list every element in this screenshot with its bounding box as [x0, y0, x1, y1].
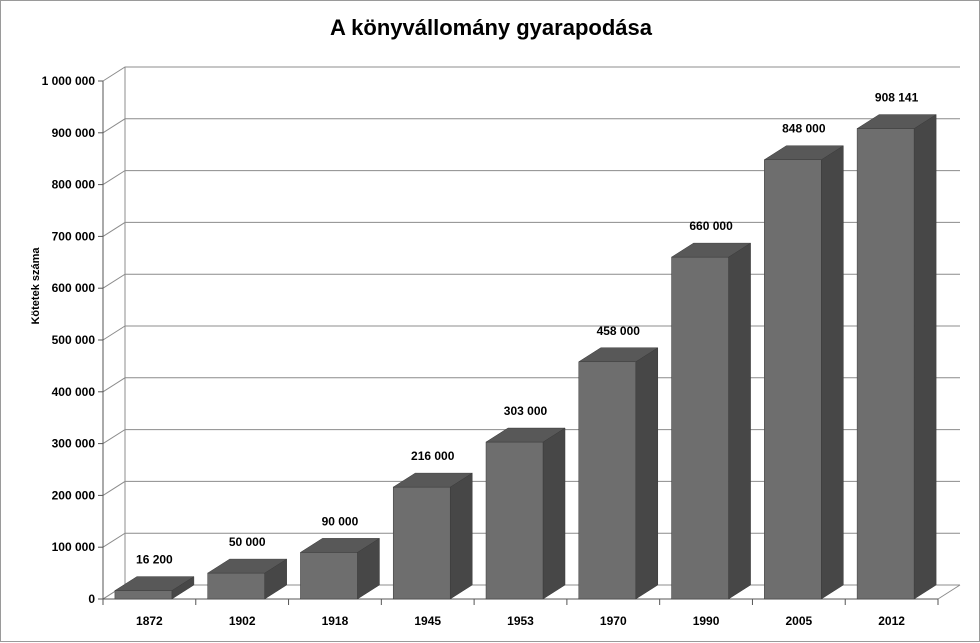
data-label: 50 000: [229, 535, 266, 549]
bar: [856, 114, 937, 600]
y-tick-label: 900 000: [52, 126, 96, 140]
y-tick-label: 200 000: [52, 488, 96, 502]
bar-side: [449, 472, 473, 600]
bar-side: [635, 347, 659, 600]
data-label: 303 000: [504, 404, 548, 418]
y-tick-label: 100 000: [52, 540, 96, 554]
bar: [114, 576, 195, 600]
y-tick-label: 600 000: [52, 281, 96, 295]
floor-right-edge: [937, 584, 961, 600]
chart-title: A könyvállomány gyarapodása: [330, 15, 652, 40]
bar: [299, 537, 381, 600]
y-axis-title: Kötetek száma: [30, 247, 42, 325]
bar: [670, 242, 752, 600]
gridline: [102, 221, 960, 237]
data-label: 660 000: [689, 219, 733, 233]
bar-front: [392, 486, 451, 600]
data-label: 216 000: [411, 449, 455, 463]
y-tick-label: 400 000: [52, 385, 96, 399]
data-label: 90 000: [322, 514, 359, 528]
labels: 0 100 000 200 000 300 000 400 000 500 000 600 …: [42, 74, 919, 628]
x-tick-label: 1918: [322, 614, 349, 628]
bars: [114, 114, 937, 600]
x-tick-label: 1945: [414, 614, 441, 628]
y-tick-label: 700 000: [52, 229, 96, 243]
x-tick-label: 2012: [878, 614, 905, 628]
x-tick-label: 1902: [229, 614, 256, 628]
bar: [485, 427, 566, 600]
bar-top: [114, 576, 195, 591]
bar-side: [728, 242, 751, 600]
bar-front: [578, 361, 637, 600]
data-label: 908 141: [875, 91, 919, 105]
bar-top: [392, 472, 474, 488]
x-tick-label: 1872: [136, 614, 163, 628]
y-tick-label: 500 000: [52, 333, 96, 347]
bar-top: [670, 242, 752, 258]
bar: [392, 472, 474, 600]
y-tick-label: 800 000: [52, 178, 96, 192]
bar-front: [300, 552, 358, 600]
bar-side: [913, 114, 937, 600]
data-label: 458 000: [597, 324, 641, 338]
bar: [577, 347, 659, 600]
gridline: [102, 66, 960, 82]
data-label: 848 000: [782, 122, 826, 136]
y-tick-label: 0: [88, 592, 95, 606]
bar-front: [207, 572, 265, 600]
x-tick-label: 1990: [693, 614, 720, 628]
data-label: 16 200: [136, 553, 173, 567]
bar-front: [764, 159, 822, 600]
bar-front: [671, 256, 729, 600]
gridline: [102, 170, 960, 186]
y-tick-label: 300 000: [52, 437, 96, 451]
bar: [206, 558, 288, 600]
bar-top: [485, 427, 566, 443]
bar-side: [542, 427, 566, 600]
bar-top: [206, 558, 288, 574]
bar-top: [577, 347, 659, 363]
x-tick-label: 1970: [600, 614, 627, 628]
bar-side: [821, 145, 844, 600]
bar-front: [485, 441, 544, 600]
bar: [763, 145, 845, 600]
y-tick-label: 1 000 000: [42, 74, 96, 88]
x-tick-label: 2005: [785, 614, 812, 628]
bar-front: [114, 590, 173, 600]
bar-top: [856, 114, 937, 129]
bar-front: [856, 128, 915, 600]
x-tick-label: 1953: [507, 614, 534, 628]
gridline: [102, 118, 960, 134]
bar-top: [763, 145, 845, 160]
bar-top: [299, 538, 381, 553]
